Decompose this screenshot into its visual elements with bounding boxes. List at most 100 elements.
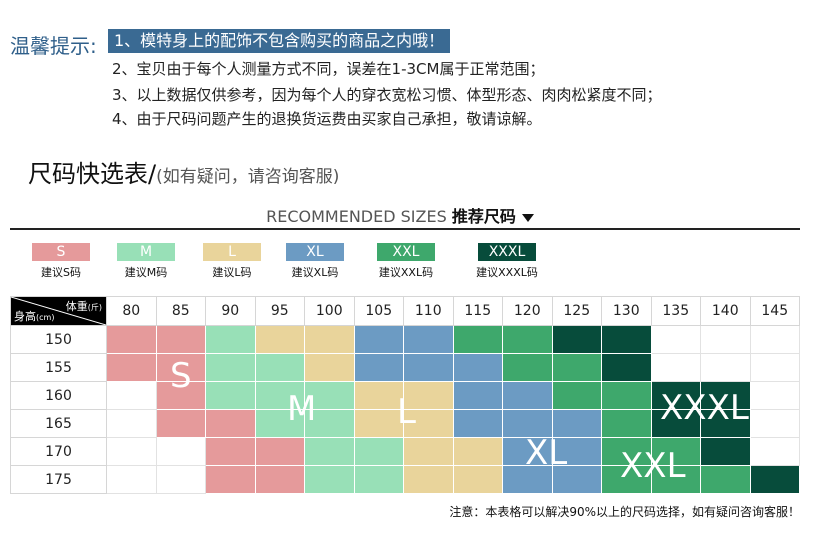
size-cell-l: [304, 353, 355, 382]
size-cell-s: [254, 437, 305, 466]
size-cell-xxl: [502, 353, 553, 382]
legend-swatch: S: [32, 243, 90, 261]
triangle-down-icon: [521, 213, 534, 222]
weight-header-cell: 110: [403, 296, 454, 326]
size-cell-xl: [452, 409, 503, 438]
recommended-en: RECOMMENDED SIZES: [266, 207, 447, 226]
size-cell-xxl: [650, 465, 701, 494]
legend-caption: 建议S码: [41, 266, 81, 279]
size-cell-m: [304, 465, 355, 494]
tips-label: 温馨提示:: [10, 34, 97, 58]
size-cell-s: [106, 353, 157, 382]
weight-header-cell: 85: [155, 296, 206, 326]
size-cell-l: [403, 409, 454, 438]
size-cell-l: [403, 437, 454, 466]
legend-item-xl: XL 建议XL码: [272, 243, 358, 280]
size-cell-m: [254, 409, 305, 438]
size-cell-xxl: [502, 325, 553, 354]
table-corner-header: 体重(斤) 身高(cm): [10, 296, 107, 326]
size-cell-l: [403, 381, 454, 410]
size-chart-title: 尺码快选表/: [28, 160, 157, 188]
size-cell-xl: [403, 353, 454, 382]
diagonal-line-icon: [11, 297, 106, 325]
size-cell-m: [205, 353, 256, 382]
weight-header-cell: 130: [601, 296, 652, 326]
tip-line-1: 1、模特身上的配饰不包含购买的商品之内哦！: [108, 29, 451, 53]
height-header-cell: 160: [10, 381, 107, 410]
empty-cell: [749, 381, 800, 410]
size-cell-xxxl: [650, 381, 701, 410]
empty-cell: [106, 381, 157, 410]
table-row: 165: [10, 409, 800, 438]
size-cell-xxl: [452, 325, 503, 354]
region-label-xl: XL: [525, 433, 568, 473]
legend-swatch: L: [203, 243, 261, 261]
empty-cell: [749, 409, 800, 438]
size-cell-xl: [353, 353, 404, 382]
empty-cell: [749, 437, 800, 466]
size-cell-xxl: [551, 381, 602, 410]
weight-header-cell: 80: [106, 296, 157, 326]
size-cell-xxl: [601, 409, 652, 438]
size-cell-m: [353, 437, 404, 466]
size-cell-xxl: [551, 353, 602, 382]
region-label-l: L: [397, 392, 416, 432]
size-cell-xl: [502, 437, 553, 466]
region-label-xxxl: XXXL: [660, 388, 749, 428]
table-row: 175: [10, 465, 800, 494]
empty-cell: [749, 325, 800, 354]
size-cell-l: [403, 465, 454, 494]
legend-caption: 建议XXL码: [378, 266, 434, 279]
size-cell-xl: [452, 353, 503, 382]
tip-line-3: 3、以上数据仅供参考，因为每个人的穿衣宽松习惯、体型形态、肉肉松紧度不同；: [112, 86, 662, 104]
weight-header-cell: 90: [205, 296, 256, 326]
size-cell-m: [205, 325, 256, 354]
size-cell-xxl: [601, 381, 652, 410]
size-cell-xl: [452, 381, 503, 410]
table-row: 150: [10, 325, 800, 354]
empty-cell: [650, 353, 701, 382]
legend-item-s: S 建议S码: [18, 243, 104, 280]
empty-cell: [155, 437, 206, 466]
legend-item-m: M 建议M码: [103, 243, 189, 280]
region-label-xxl: XXL: [620, 446, 686, 486]
size-cell-xxxl: [601, 325, 652, 354]
divider-rule: [10, 228, 800, 230]
size-cell-m: [353, 465, 404, 494]
size-cell-s: [254, 465, 305, 494]
region-label-s: S: [170, 356, 192, 396]
size-cell-xxl: [650, 437, 701, 466]
size-cell-xl: [502, 465, 553, 494]
size-cell-m: [254, 353, 305, 382]
weight-header-cell: 145: [749, 296, 800, 326]
size-cell-l: [304, 325, 355, 354]
size-cell-s: [205, 437, 256, 466]
legend-caption: 建议L码: [212, 266, 252, 279]
size-cell-l: [353, 409, 404, 438]
recommended-zh: 推荐尺码: [451, 207, 516, 226]
size-cell-xxxl: [551, 325, 602, 354]
size-cell-m: [304, 437, 355, 466]
size-cell-xxl: [601, 465, 652, 494]
size-cell-xxl: [700, 465, 751, 494]
size-cell-xxxl: [601, 353, 652, 382]
height-header-cell: 150: [10, 325, 107, 354]
weight-header-cell: 135: [650, 296, 701, 326]
size-cell-xl: [551, 437, 602, 466]
size-cell-l: [254, 325, 305, 354]
weight-header-cell: 125: [551, 296, 602, 326]
empty-cell: [106, 437, 157, 466]
empty-cell: [700, 353, 751, 382]
size-cell-s: [155, 409, 206, 438]
tip-line-2: 2、宝贝由于每个人测量方式不同，误差在1-3CM属于正常范围；: [112, 60, 545, 78]
height-axis-label: 身高(cm): [14, 310, 55, 323]
footer-note: 注意：本表格可以解决90%以上的尺码选择，如有疑问咨询客服！: [449, 505, 800, 519]
size-cell-s: [205, 465, 256, 494]
legend-item-xxxl: XXXL 建议XXXL码: [464, 243, 550, 280]
legend-item-l: L 建议L码: [189, 243, 275, 280]
legend-caption: 建议M码: [124, 266, 168, 279]
height-header-cell: 155: [10, 353, 107, 382]
size-cell-xl: [502, 381, 553, 410]
region-label-m: M: [287, 389, 317, 429]
size-cell-xxxl: [650, 409, 701, 438]
